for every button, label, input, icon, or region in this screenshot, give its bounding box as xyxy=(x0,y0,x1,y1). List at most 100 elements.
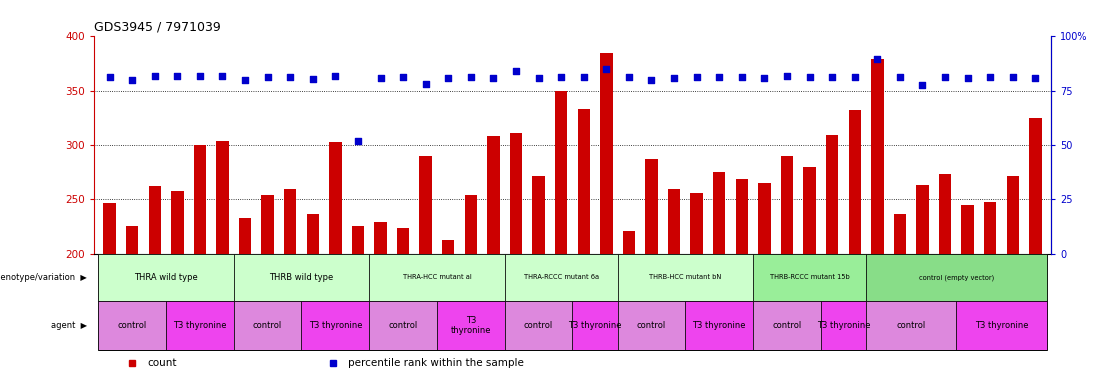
Text: control: control xyxy=(524,321,554,330)
Point xyxy=(553,74,570,80)
Bar xyxy=(329,142,342,254)
Point xyxy=(665,75,683,81)
Bar xyxy=(600,53,612,254)
Bar xyxy=(939,174,951,254)
Text: T3 thyronine: T3 thyronine xyxy=(568,321,622,330)
Bar xyxy=(352,225,364,254)
Bar xyxy=(216,141,228,254)
Text: THRA-HCC mutant al: THRA-HCC mutant al xyxy=(403,275,471,280)
Bar xyxy=(803,167,816,254)
Bar xyxy=(645,159,657,254)
Point xyxy=(778,73,795,79)
Bar xyxy=(261,195,274,254)
Point xyxy=(484,75,502,81)
Bar xyxy=(171,191,183,254)
Bar xyxy=(753,254,866,301)
Bar xyxy=(848,110,861,254)
Bar xyxy=(194,145,206,254)
Bar xyxy=(419,156,432,254)
Bar xyxy=(572,301,618,350)
Bar xyxy=(1029,118,1041,254)
Point xyxy=(462,74,480,80)
Point xyxy=(281,74,299,80)
Point xyxy=(936,74,954,80)
Text: T3 thyronine: T3 thyronine xyxy=(816,321,870,330)
Text: T3
thyronine: T3 thyronine xyxy=(451,316,491,335)
Point xyxy=(1027,75,1045,81)
Point xyxy=(100,74,118,80)
Point xyxy=(643,77,661,83)
Bar xyxy=(374,222,387,254)
Bar xyxy=(618,254,753,301)
Text: control: control xyxy=(253,321,282,330)
Text: control: control xyxy=(636,321,666,330)
Bar xyxy=(956,301,1047,350)
Point xyxy=(710,74,728,80)
Bar xyxy=(962,205,974,254)
Point xyxy=(169,73,186,79)
Bar xyxy=(917,185,929,254)
Text: control: control xyxy=(388,321,418,330)
Bar xyxy=(866,301,956,350)
Bar xyxy=(555,91,567,254)
Point xyxy=(326,73,344,79)
Bar xyxy=(826,136,838,254)
Text: agent  ▶: agent ▶ xyxy=(51,321,87,330)
Text: THRA-RCCC mutant 6a: THRA-RCCC mutant 6a xyxy=(524,275,599,280)
Bar xyxy=(370,254,505,301)
Bar xyxy=(283,189,297,254)
Bar xyxy=(690,193,703,254)
Point xyxy=(191,73,208,79)
Bar xyxy=(505,254,618,301)
Bar xyxy=(533,175,545,254)
Bar xyxy=(464,195,478,254)
Point xyxy=(575,74,592,80)
Point xyxy=(417,81,435,88)
Bar xyxy=(126,225,138,254)
Point xyxy=(304,76,322,82)
Bar xyxy=(781,156,793,254)
Text: THRB-HCC mutant bN: THRB-HCC mutant bN xyxy=(650,275,721,280)
Point xyxy=(1004,74,1021,80)
Point xyxy=(529,75,547,81)
Bar xyxy=(667,189,681,254)
Bar xyxy=(397,228,409,254)
Point xyxy=(688,74,706,80)
Bar xyxy=(442,240,454,254)
Point xyxy=(214,73,232,79)
Text: genotype/variation  ▶: genotype/variation ▶ xyxy=(0,273,87,282)
Point xyxy=(959,75,976,81)
Bar xyxy=(623,231,635,254)
Text: control: control xyxy=(772,321,802,330)
Text: control (empty vector): control (empty vector) xyxy=(919,274,994,281)
Text: THRB-RCCC mutant 15b: THRB-RCCC mutant 15b xyxy=(770,275,849,280)
Bar xyxy=(893,214,906,254)
Bar xyxy=(234,254,370,301)
Text: T3 thyronine: T3 thyronine xyxy=(975,321,1028,330)
Bar xyxy=(167,301,234,350)
Bar xyxy=(736,179,748,254)
Text: THRA wild type: THRA wild type xyxy=(135,273,197,282)
Bar xyxy=(713,172,726,254)
Point xyxy=(733,74,751,80)
Bar xyxy=(685,301,753,350)
Bar xyxy=(488,136,500,254)
Text: THRB wild type: THRB wild type xyxy=(269,273,333,282)
Point xyxy=(982,74,999,80)
Bar xyxy=(437,301,505,350)
Point xyxy=(913,82,931,88)
Text: T3 thyronine: T3 thyronine xyxy=(173,321,226,330)
Bar xyxy=(370,301,437,350)
Point xyxy=(598,66,615,72)
Text: GDS3945 / 7971039: GDS3945 / 7971039 xyxy=(94,21,221,34)
Bar xyxy=(1007,175,1019,254)
Point xyxy=(372,75,389,81)
Bar xyxy=(618,301,685,350)
Point xyxy=(350,138,367,144)
Text: control: control xyxy=(897,321,925,330)
Bar xyxy=(239,218,251,254)
Bar xyxy=(307,214,319,254)
Bar xyxy=(758,183,771,254)
Point xyxy=(439,75,457,81)
Point xyxy=(236,77,254,83)
